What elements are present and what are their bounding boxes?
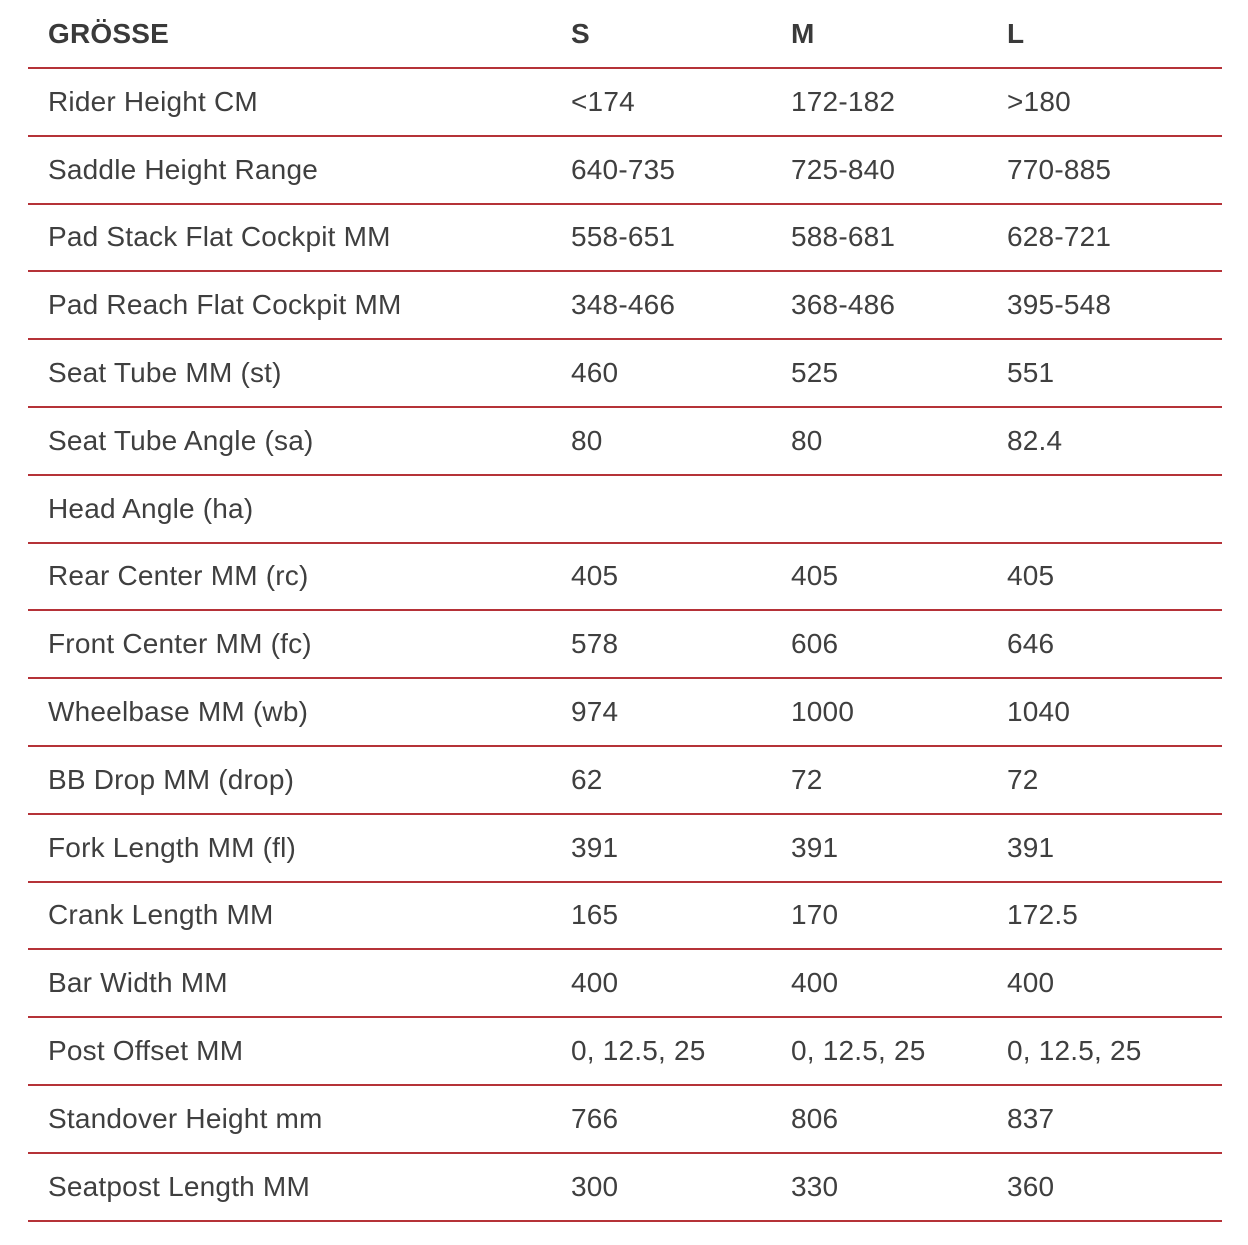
value-s: 348-466 — [571, 289, 676, 321]
table-row-front-center: Front Center MM (fc) 578 606 646 — [28, 611, 1222, 680]
value-s: 400 — [571, 967, 619, 999]
value-m: 725-840 — [791, 153, 896, 185]
value-l: 405 — [1007, 560, 1055, 592]
value-s: 80 — [571, 424, 603, 456]
value-m: 330 — [791, 1170, 839, 1202]
header-size-l: L — [1007, 17, 1025, 49]
table-row-seatpost-length: Seatpost Length MM 300 330 360 — [28, 1154, 1222, 1222]
value-s: 558-651 — [571, 221, 676, 253]
header-size-m: M — [791, 17, 815, 49]
value-s: 62 — [571, 763, 603, 795]
row-label: Pad Reach Flat Cockpit MM — [48, 289, 402, 321]
value-m: 525 — [791, 357, 839, 389]
value-s: 578 — [571, 628, 619, 660]
row-label: BB Drop MM (drop) — [48, 763, 295, 795]
value-s: 974 — [571, 696, 619, 728]
value-l: 628-721 — [1007, 221, 1112, 253]
row-label: Rider Height CM — [48, 85, 258, 117]
row-label: Seatpost Length MM — [48, 1170, 310, 1202]
value-s: 640-735 — [571, 153, 676, 185]
table-row-wheelbase: Wheelbase MM (wb) 974 1000 1040 — [28, 679, 1222, 747]
value-l: 400 — [1007, 967, 1055, 999]
value-l: 360 — [1007, 1170, 1055, 1202]
row-label: Post Offset MM — [48, 1035, 244, 1067]
table-row-standover-height: Standover Height mm 766 806 837 — [28, 1086, 1222, 1154]
table-row-seat-tube: Seat Tube MM (st) 460 525 551 — [28, 340, 1222, 408]
value-l: 837 — [1007, 1102, 1055, 1134]
header-size-label: GRÖSSE — [48, 17, 170, 49]
row-label: Standover Height mm — [48, 1102, 323, 1134]
value-l: 395-548 — [1007, 289, 1112, 321]
row-label: Seat Tube MM (st) — [48, 357, 282, 389]
value-l: >180 — [1007, 85, 1071, 117]
value-m: 606 — [791, 628, 839, 660]
value-l: 82.4 — [1007, 424, 1063, 456]
table-row-bar-width: Bar Width MM 400 400 400 — [28, 950, 1222, 1019]
value-m: 72 — [791, 763, 823, 795]
table-header-row: GRÖSSE S M L — [28, 0, 1222, 69]
table-row-seat-tube-angle: Seat Tube Angle (sa) 80 80 82.4 — [28, 408, 1222, 476]
row-label: Seat Tube Angle (sa) — [48, 424, 314, 456]
row-label: Pad Stack Flat Cockpit MM — [48, 221, 391, 253]
value-m: 588-681 — [791, 221, 896, 253]
value-s: 460 — [571, 357, 619, 389]
table-row-fork-length: Fork Length MM (fl) 391 391 391 — [28, 815, 1222, 883]
value-l: 770-885 — [1007, 153, 1112, 185]
row-label: Front Center MM (fc) — [48, 628, 312, 660]
value-l: 646 — [1007, 628, 1055, 660]
value-s: 0, 12.5, 25 — [571, 1035, 706, 1067]
table-row-crank-length: Crank Length MM 165 170 172.5 — [28, 883, 1222, 951]
value-l: 1040 — [1007, 696, 1071, 728]
value-m: 0, 12.5, 25 — [791, 1035, 926, 1067]
table-row-rear-center: Rear Center MM (rc) 405 405 405 — [28, 544, 1222, 612]
value-m: 391 — [791, 831, 839, 863]
value-m: 170 — [791, 899, 839, 931]
table-row-post-offset: Post Offset MM 0, 12.5, 25 0, 12.5, 25 0… — [28, 1018, 1222, 1086]
row-label: Fork Length MM (fl) — [48, 831, 297, 863]
value-l: 0, 12.5, 25 — [1007, 1035, 1142, 1067]
value-m: 80 — [791, 424, 823, 456]
table-row-pad-stack: Pad Stack Flat Cockpit MM 558-651 588-68… — [28, 205, 1222, 273]
value-m: 405 — [791, 560, 839, 592]
row-label: Saddle Height Range — [48, 153, 318, 185]
value-s: 165 — [571, 899, 619, 931]
table-row-rider-height: Rider Height CM <174 172-182 >180 — [28, 69, 1222, 137]
table-row-bb-drop: BB Drop MM (drop) 62 72 72 — [28, 747, 1222, 815]
value-l: 172.5 — [1007, 899, 1079, 931]
value-s: 766 — [571, 1102, 619, 1134]
value-m: 368-486 — [791, 289, 896, 321]
table-row-head-angle: Head Angle (ha) — [28, 476, 1222, 544]
value-m: 806 — [791, 1102, 839, 1134]
value-m: 1000 — [791, 696, 855, 728]
row-label: Crank Length MM — [48, 899, 274, 931]
value-s: 300 — [571, 1170, 619, 1202]
value-l: 551 — [1007, 357, 1055, 389]
row-label: Bar Width MM — [48, 967, 228, 999]
row-label: Rear Center MM (rc) — [48, 560, 309, 592]
geometry-spec-table: GRÖSSE S M L Rider Height CM <174 172-18… — [28, 0, 1222, 1222]
value-s: <174 — [571, 85, 635, 117]
value-s: 391 — [571, 831, 619, 863]
value-s: 405 — [571, 560, 619, 592]
header-size-s: S — [571, 17, 590, 49]
value-l: 72 — [1007, 763, 1039, 795]
value-m: 400 — [791, 967, 839, 999]
table-row-pad-reach: Pad Reach Flat Cockpit MM 348-466 368-48… — [28, 272, 1222, 341]
value-m: 172-182 — [791, 85, 896, 117]
table-row-saddle-height-range: Saddle Height Range 640-735 725-840 770-… — [28, 137, 1222, 205]
row-label: Head Angle (ha) — [48, 492, 254, 524]
row-label: Wheelbase MM (wb) — [48, 696, 309, 728]
value-l: 391 — [1007, 831, 1055, 863]
